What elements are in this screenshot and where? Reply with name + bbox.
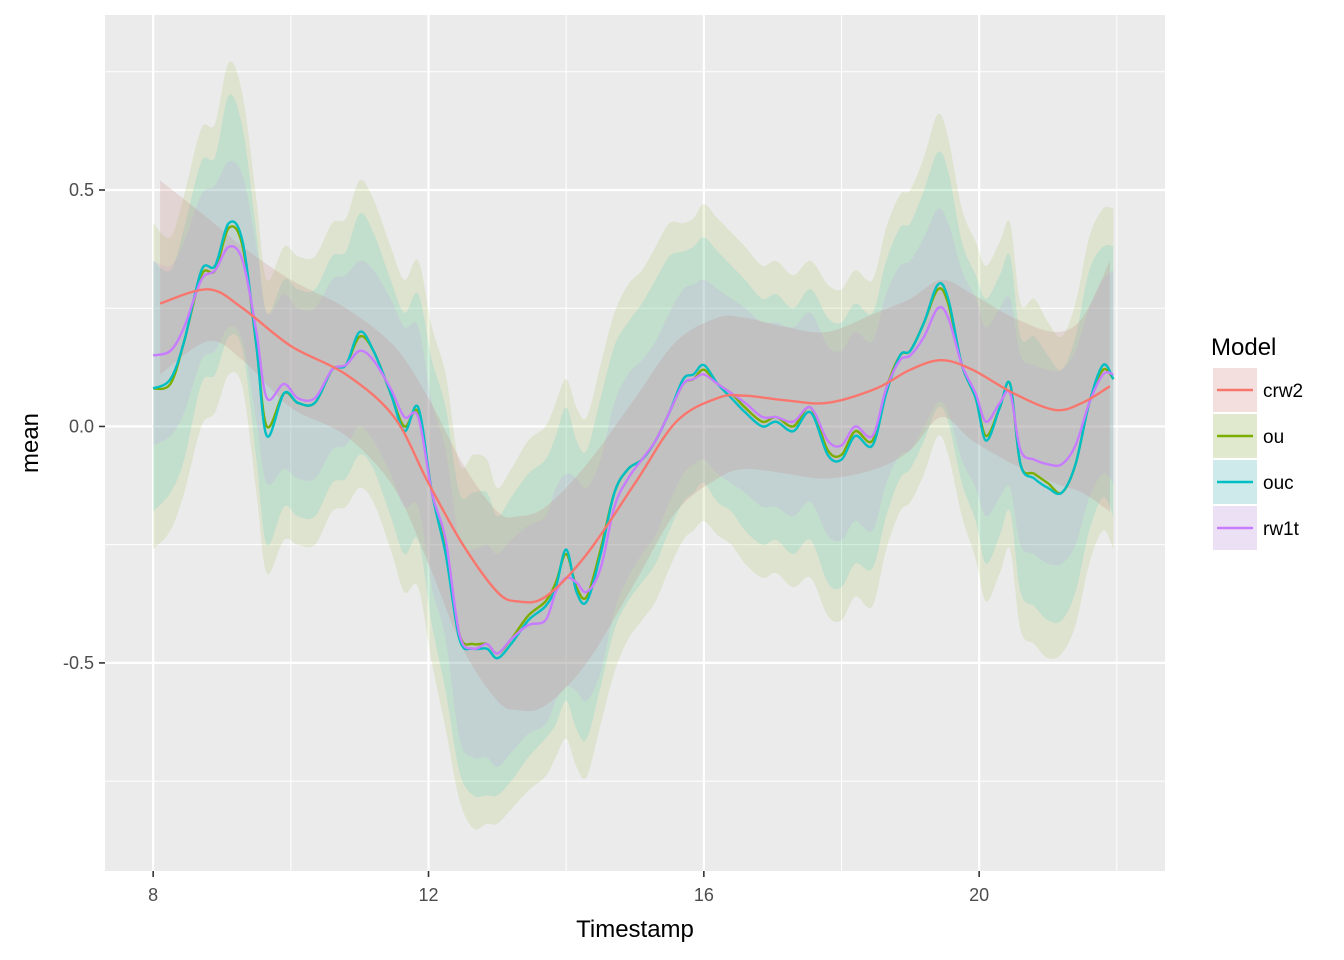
- ribbon-shade-crw2: [160, 180, 1110, 712]
- grid-major: [105, 15, 1165, 871]
- series-line-rw1t: [152, 245, 1114, 655]
- x-tick-label: 16: [694, 885, 714, 905]
- legend-label-ou: ou: [1263, 427, 1284, 448]
- legend-label-rw1t: rw1t: [1263, 519, 1300, 540]
- ribbon-ouc: [153, 94, 1114, 798]
- legend-label-ouc: ouc: [1263, 473, 1294, 494]
- series-line-crw2: [159, 288, 1111, 604]
- y-tick-label: 0.0: [69, 416, 94, 436]
- legend-title: Model: [1211, 334, 1276, 361]
- y-tick-label: -0.5: [63, 653, 94, 673]
- series-lines: [152, 220, 1115, 660]
- axis-ticks: [99, 189, 980, 877]
- x-tick-label: 8: [148, 885, 158, 905]
- ribbon-crw2: [160, 180, 1110, 712]
- x-tick-label: 12: [418, 885, 438, 905]
- plot-panel: [105, 15, 1165, 871]
- y-tick-labels: -0.5 0.0 0.5: [63, 180, 94, 673]
- x-tick-label: 20: [969, 885, 989, 905]
- legend-label-crw2: crw2: [1263, 381, 1303, 402]
- y-tick-label: 0.5: [69, 180, 94, 200]
- ribbon-ou: [153, 61, 1114, 830]
- x-axis-title: Timestamp: [576, 916, 694, 943]
- legend: Model crw2 ou ouc rw1t: [1211, 334, 1303, 550]
- y-axis-title: mean: [17, 413, 44, 473]
- x-tick-labels: 8 12 16 20: [148, 885, 989, 905]
- grid-minor: [105, 15, 1165, 871]
